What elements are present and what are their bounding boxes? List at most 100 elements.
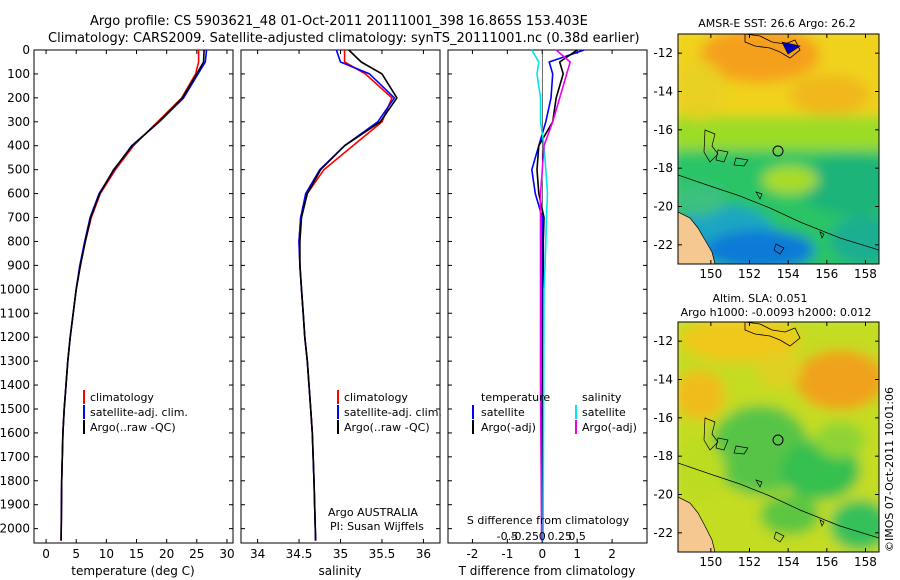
sst-reefs — [678, 129, 879, 255]
salinity-profiles — [298, 49, 398, 541]
header-title-line1: Argo profile: CS 5903621_48 01-Oct-2011 … — [90, 14, 588, 29]
sla-map: Altim. SLA: 0.051 Argo h1000: -0.0093 h2… — [653, 292, 880, 569]
map-y-tick-label: -12 — [653, 334, 673, 348]
y-tick-label: 1200 — [0, 330, 30, 344]
temperature-axes-frame — [33, 49, 234, 544]
top-tick-label: 0.25 — [547, 530, 572, 543]
temperature-panel: 0100200300400500600700800900100011001200… — [0, 43, 235, 578]
map-y-tick-label: -14 — [653, 85, 673, 99]
map-x-tick-label: 156 — [815, 267, 838, 281]
map-x-tick-label: 154 — [777, 267, 800, 281]
map-y-tick-label: -14 — [653, 373, 673, 387]
y-tick-label: 1800 — [0, 474, 30, 488]
legend-label-temp-argo: Argo(-adj) — [481, 421, 536, 434]
y-tick-label: 600 — [7, 187, 30, 201]
x-tick-label: 34.5 — [286, 547, 313, 561]
legend-label-sal-argo: Argo(-adj) — [582, 421, 637, 434]
salinity-x-ticks: 34 34.5 35 35.5 36 — [241, 49, 440, 561]
map-x-tick-label: 156 — [815, 555, 838, 569]
sst-field — [678, 34, 879, 264]
salinity-panel: 34 34.5 35 35.5 36 salinity climatology sate… — [240, 49, 442, 578]
legend-label-sal-satellite: satellite — [582, 406, 626, 419]
map-y-tick-label: -20 — [653, 200, 673, 214]
difference-x-label: T difference from climatology — [458, 564, 636, 578]
sst-map-ticks: 150 152 154 156 158 -12 -14 -16 -18 -20 -22 — [653, 34, 879, 281]
map-x-tick-label: 158 — [854, 555, 877, 569]
sla-reefs — [678, 417, 879, 543]
series-line-salinity-satellite — [531, 49, 549, 541]
y-tick-label: 300 — [7, 115, 30, 129]
temperature-y-ticks: 0 100 200 300 400 500 600 700 800 900 1000 1100 1200… — [0, 43, 30, 536]
float-pi: PI: Susan Wijffels — [330, 520, 424, 533]
map-x-tick-label: 150 — [699, 555, 722, 569]
map-y-tick-label: -20 — [653, 488, 673, 502]
y-tick-label: 400 — [7, 139, 30, 153]
legend-heading-salinity: salinity — [582, 391, 622, 404]
y-tick-label: 800 — [7, 234, 30, 248]
difference-profiles — [531, 49, 585, 543]
legend-heading-temperature: temperature — [481, 391, 550, 404]
temperature-legend: climatology satellite-adj. clim. Argo(..… — [83, 390, 188, 434]
difference-legend: temperature satellite Argo(-adj) salinit… — [472, 391, 637, 434]
map-x-tick-label: 150 — [699, 267, 722, 281]
salinity-x-label: salinity — [318, 564, 361, 578]
salinity-legend: climatology satellite-adj. clim. Argo(..… — [337, 390, 442, 434]
difference-x-label-top: S difference from climatology — [467, 514, 630, 527]
sla-map-frame — [677, 321, 880, 553]
top-tick-label: -0.5 — [497, 530, 518, 543]
y-tick-label: 1900 — [0, 498, 30, 512]
top-tick-label: 0.5 — [568, 530, 586, 543]
temperature-x-ticks: 0 5 10 15 20 25 30 — [34, 49, 235, 561]
x-tick-label: 0 — [42, 547, 50, 561]
map-y-tick-label: -22 — [653, 238, 673, 252]
map-x-tick-label: 152 — [738, 555, 761, 569]
x-tick-label: 34 — [250, 547, 265, 561]
header-title-line2: Climatology: CARS2009. Satellite-adjuste… — [48, 31, 640, 46]
series-line-salinity-argo-adj- — [539, 49, 571, 541]
y-tick-label: 1300 — [0, 354, 30, 368]
legend-label-argo: Argo(..raw -QC) — [90, 421, 176, 434]
sst-map-frame — [677, 33, 880, 265]
y-tick-label: 200 — [7, 91, 30, 105]
difference-panel: -2 -1 0 1 2 T difference from climatology S … — [447, 49, 648, 578]
legend-label-climatology: climatology — [90, 391, 154, 404]
argo-position-marker — [772, 434, 784, 446]
sla-land — [678, 322, 801, 552]
map-x-tick-label: 154 — [777, 555, 800, 569]
top-tick-label: 0 — [539, 530, 546, 543]
x-tick-label: 35 — [333, 547, 348, 561]
y-tick-label: 1100 — [0, 306, 30, 320]
map-x-tick-label: 152 — [738, 267, 761, 281]
x-tick-label: 30 — [219, 547, 234, 561]
x-tick-label: 15 — [129, 547, 144, 561]
legend-label-climatology: climatology — [344, 391, 408, 404]
imos-watermark: ©IMOS 07-Oct-2011 10:01:06 — [883, 387, 896, 552]
map-y-tick-label: -18 — [653, 161, 673, 175]
x-tick-label: -2 — [466, 547, 478, 561]
salinity-axes-frame — [240, 49, 441, 544]
difference-axes-frame — [447, 49, 648, 544]
legend-label-satellite: satellite-adj. clim. — [90, 406, 188, 419]
x-tick-label: 2 — [608, 547, 616, 561]
y-tick-label: 1000 — [0, 282, 30, 296]
y-tick-label: 1700 — [0, 450, 30, 464]
map-y-tick-label: -22 — [653, 526, 673, 540]
y-tick-label: 1500 — [0, 402, 30, 416]
float-program: Argo AUSTRALIA — [328, 506, 418, 519]
sst-land — [678, 34, 801, 264]
y-tick-label: 100 — [7, 67, 30, 81]
series-line-argo-raw-qc- — [299, 49, 398, 541]
y-tick-label: 700 — [7, 211, 30, 225]
y-tick-label: 1600 — [0, 426, 30, 440]
y-tick-label: 2000 — [0, 522, 30, 536]
difference-top-tick-labels: -0.5-0.25 0 0.250.5 — [497, 530, 586, 543]
map-x-tick-label: 158 — [854, 267, 877, 281]
map-y-tick-label: -16 — [653, 411, 673, 425]
x-tick-label: 0 — [538, 547, 546, 561]
x-tick-label: 20 — [159, 547, 174, 561]
sst-map-title: AMSR-E SST: 26.6 Argo: 26.2 — [698, 17, 856, 30]
x-tick-label: -1 — [501, 547, 513, 561]
x-tick-label: 5 — [72, 547, 80, 561]
y-tick-label: 900 — [7, 258, 30, 272]
